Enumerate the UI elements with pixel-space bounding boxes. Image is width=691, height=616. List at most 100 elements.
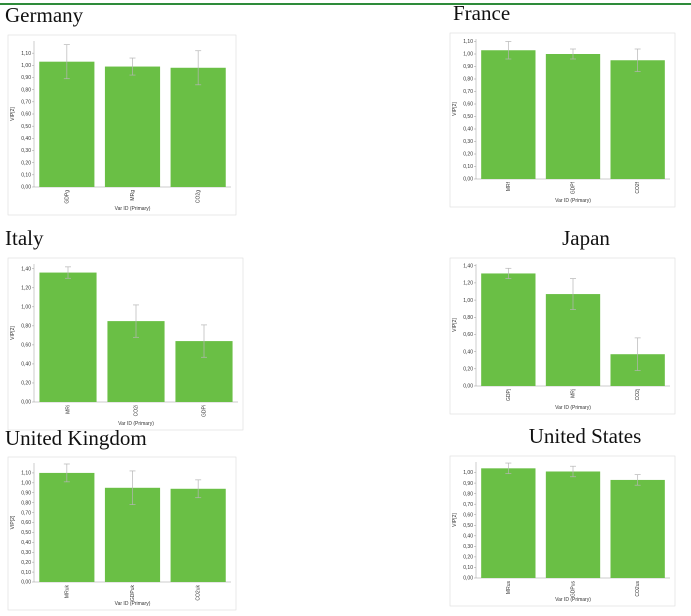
y-tick-label: 0,20 (21, 381, 31, 387)
y-tick-label: 0,20 (21, 560, 31, 566)
x-tick-label: CO2f (635, 181, 641, 193)
y-tick-label: 0,80 (21, 500, 31, 506)
error-bar (195, 50, 202, 86)
chart-title: Italy (5, 226, 44, 250)
error-bar (634, 337, 641, 371)
x-tick-label: GDPi (202, 405, 208, 417)
y-tick-label: 0,60 (21, 520, 31, 526)
y-tick-label: 1,00 (21, 63, 31, 69)
error-bar (63, 44, 70, 80)
y-tick-label: 0,70 (21, 510, 31, 516)
y-tick-label: 0,60 (463, 332, 473, 338)
y-tick-label: 0,80 (463, 491, 473, 497)
chart-title: United Kingdom (5, 426, 147, 450)
y-tick-label: 0,90 (21, 75, 31, 81)
y-tick-label: 0,80 (463, 77, 473, 83)
bar (104, 66, 161, 187)
chart: Germany 0,00 0,10 0,20 0,30 0,40 0,50 0,60 0,70 0… (5, 3, 237, 216)
bar (170, 488, 226, 582)
error-bar (505, 41, 512, 60)
y-tick-label: 0,90 (463, 481, 473, 487)
y-tick-label: 0,60 (463, 512, 473, 518)
x-axis-label: Var ID (Primary) (555, 597, 591, 603)
bar (39, 272, 97, 402)
chart-title: Japan (562, 226, 610, 250)
y-tick-label: 1,40 (21, 266, 31, 272)
error-bar (65, 266, 71, 279)
x-tick-label: GDPf (571, 181, 577, 194)
error-bar (634, 474, 641, 486)
y-tick-label: 0,30 (463, 139, 473, 145)
y-axis-label: VIP[2] (10, 326, 16, 340)
y-axis-label: VIP[2] (10, 515, 16, 529)
error-bar (570, 278, 576, 310)
y-tick-label: 0,70 (21, 100, 31, 106)
chart: Japan 0,00 0,20 0,40 0,60 0,80 1,00 1,20 1,40 VIP… (449, 226, 676, 415)
x-axis-label: Var ID (Primary) (555, 198, 591, 204)
x-tick-label: CO2i (134, 405, 140, 416)
x-axis-label: Var ID (Primary) (115, 601, 151, 607)
x-tick-label: GDPus (571, 581, 577, 598)
y-tick-label: 0,20 (463, 152, 473, 158)
y-tick-label: 0,00 (21, 580, 31, 586)
y-tick-label: 0,10 (21, 173, 31, 179)
chart: France 0,00 0,10 0,20 0,30 0,40 0,50 0,60 0,70 0,… (449, 1, 676, 208)
y-tick-label: 0,00 (463, 576, 473, 582)
x-tick-label: MRj (571, 389, 577, 398)
y-tick-label: 0,20 (463, 555, 473, 561)
y-tick-label: 0,70 (463, 89, 473, 95)
chart-title: Germany (5, 3, 84, 27)
y-tick-label: 1,20 (463, 281, 473, 287)
y-tick-label: 1,00 (21, 305, 31, 311)
error-bar (570, 48, 576, 60)
y-tick-label: 1,40 (463, 263, 473, 269)
x-tick-label: MRi (66, 405, 72, 414)
y-tick-label: 0,30 (21, 148, 31, 154)
y-tick-label: 0,40 (463, 349, 473, 355)
y-tick-label: 0,80 (463, 315, 473, 321)
chart: United States 0,00 0,10 0,20 0,30 0,40 0,50 0,6… (449, 424, 676, 607)
y-tick-label: 0,50 (463, 523, 473, 529)
y-tick-label: 0,50 (21, 530, 31, 536)
y-tick-label: 1,00 (463, 470, 473, 476)
bar (545, 54, 601, 179)
y-tick-label: 0,00 (463, 384, 473, 390)
x-tick-label: GDPj (506, 389, 512, 401)
bar (170, 67, 226, 187)
y-tick-label: 0,60 (21, 343, 31, 349)
bar (481, 468, 536, 578)
error-bar (570, 465, 576, 478)
bar (610, 60, 665, 179)
error-bar (129, 470, 136, 505)
y-tick-label: 0,00 (463, 177, 473, 183)
y-tick-label: 0,80 (21, 87, 31, 93)
chart-title: United States (529, 424, 642, 448)
error-bar (129, 57, 136, 76)
bar (481, 50, 536, 179)
y-tick-label: 0,50 (21, 124, 31, 130)
chart-title: France (453, 1, 510, 25)
y-tick-label: 0,10 (463, 565, 473, 571)
error-bar (133, 304, 139, 338)
bar (39, 472, 95, 582)
x-tick-label: GDPg (64, 190, 70, 204)
chart: Italy 0,00 0,20 0,40 0,60 0,80 1,00 1,20 1,40 VIP… (5, 226, 244, 431)
bar (481, 273, 536, 386)
y-tick-label: 0,60 (463, 102, 473, 108)
bar (545, 471, 601, 578)
error-bar (505, 462, 512, 474)
y-tick-label: 0,40 (463, 534, 473, 540)
y-axis-label: VIP[2] (452, 318, 458, 332)
y-tick-label: 1,00 (463, 52, 473, 58)
x-tick-label: MRus (506, 581, 512, 595)
y-tick-label: 0,30 (21, 550, 31, 556)
y-tick-label: 0,60 (21, 112, 31, 118)
error-bar (634, 48, 641, 72)
x-tick-label: CO2uk (196, 585, 202, 601)
bar (39, 61, 95, 187)
y-tick-label: 0,20 (463, 367, 473, 373)
y-tick-label: 0,40 (21, 540, 31, 546)
y-tick-label: 0,50 (463, 114, 473, 120)
y-tick-label: 1,10 (463, 39, 473, 45)
y-tick-label: 0,10 (21, 570, 31, 576)
